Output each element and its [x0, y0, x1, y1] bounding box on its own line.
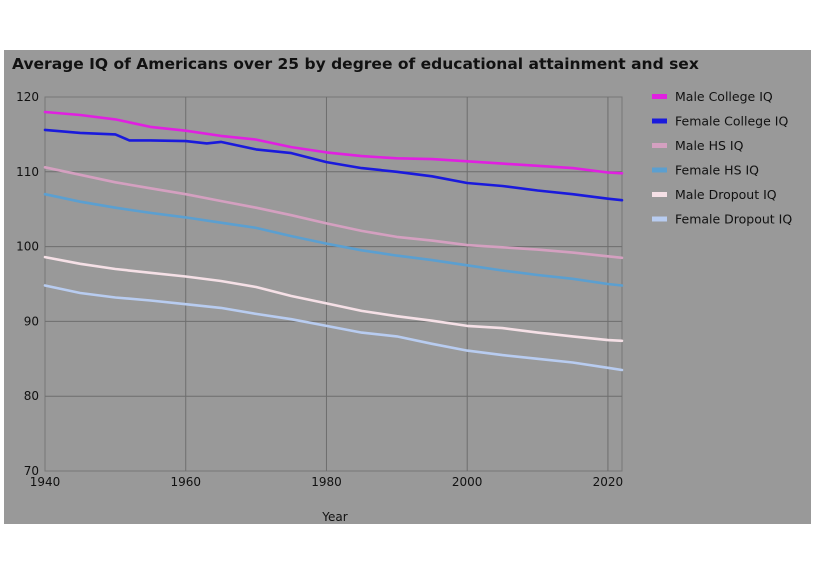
legend-label: Male Dropout IQ	[675, 187, 777, 202]
y-tick-label: 70	[24, 464, 39, 478]
legend-swatch	[652, 118, 667, 124]
x-tick-label: 2020	[593, 475, 624, 489]
y-axis-ticks: 70 80 90 100 110 120	[16, 90, 39, 478]
legend-label: Female Dropout IQ	[675, 212, 792, 227]
y-tick-label: 80	[24, 389, 39, 403]
x-tick-label: 1960	[170, 475, 201, 489]
series-line-6	[43, 284, 624, 372]
series-line-5	[43, 255, 624, 343]
series-line-2	[43, 128, 624, 202]
series-line-3	[43, 166, 624, 260]
series-line-1	[43, 110, 624, 175]
plot-frame	[44, 96, 623, 472]
legend-label: Male College IQ	[675, 89, 773, 104]
legend: Male College IQ Female College IQ Male HS …	[652, 89, 792, 227]
legend-label: Male HS IQ	[675, 138, 744, 153]
legend-label: Female HS IQ	[675, 163, 759, 178]
x-tick-label: 1980	[311, 475, 342, 489]
series-lines	[43, 110, 624, 372]
chart-title: Average IQ of Americans over 25 by degre…	[12, 55, 699, 73]
y-tick-label: 120	[16, 90, 39, 104]
x-tick-label: 2000	[452, 475, 483, 489]
x-axis-ticks: 1940 1960 1980 2000 2020	[30, 475, 623, 489]
y-tick-label: 100	[16, 240, 39, 254]
series-line-4	[43, 192, 624, 287]
chart-panel	[4, 50, 811, 524]
legend-swatch	[652, 216, 667, 222]
y-tick-label: 110	[16, 165, 39, 179]
legend-swatch	[652, 192, 667, 197]
x-tick-label: 1940	[30, 475, 61, 489]
legend-swatch	[652, 94, 667, 99]
x-axis-label: Year	[321, 510, 347, 524]
legend-swatch	[652, 167, 667, 173]
legend-label: Female College IQ	[675, 114, 788, 129]
y-tick-label: 90	[24, 314, 39, 328]
legend-swatch	[652, 143, 667, 148]
